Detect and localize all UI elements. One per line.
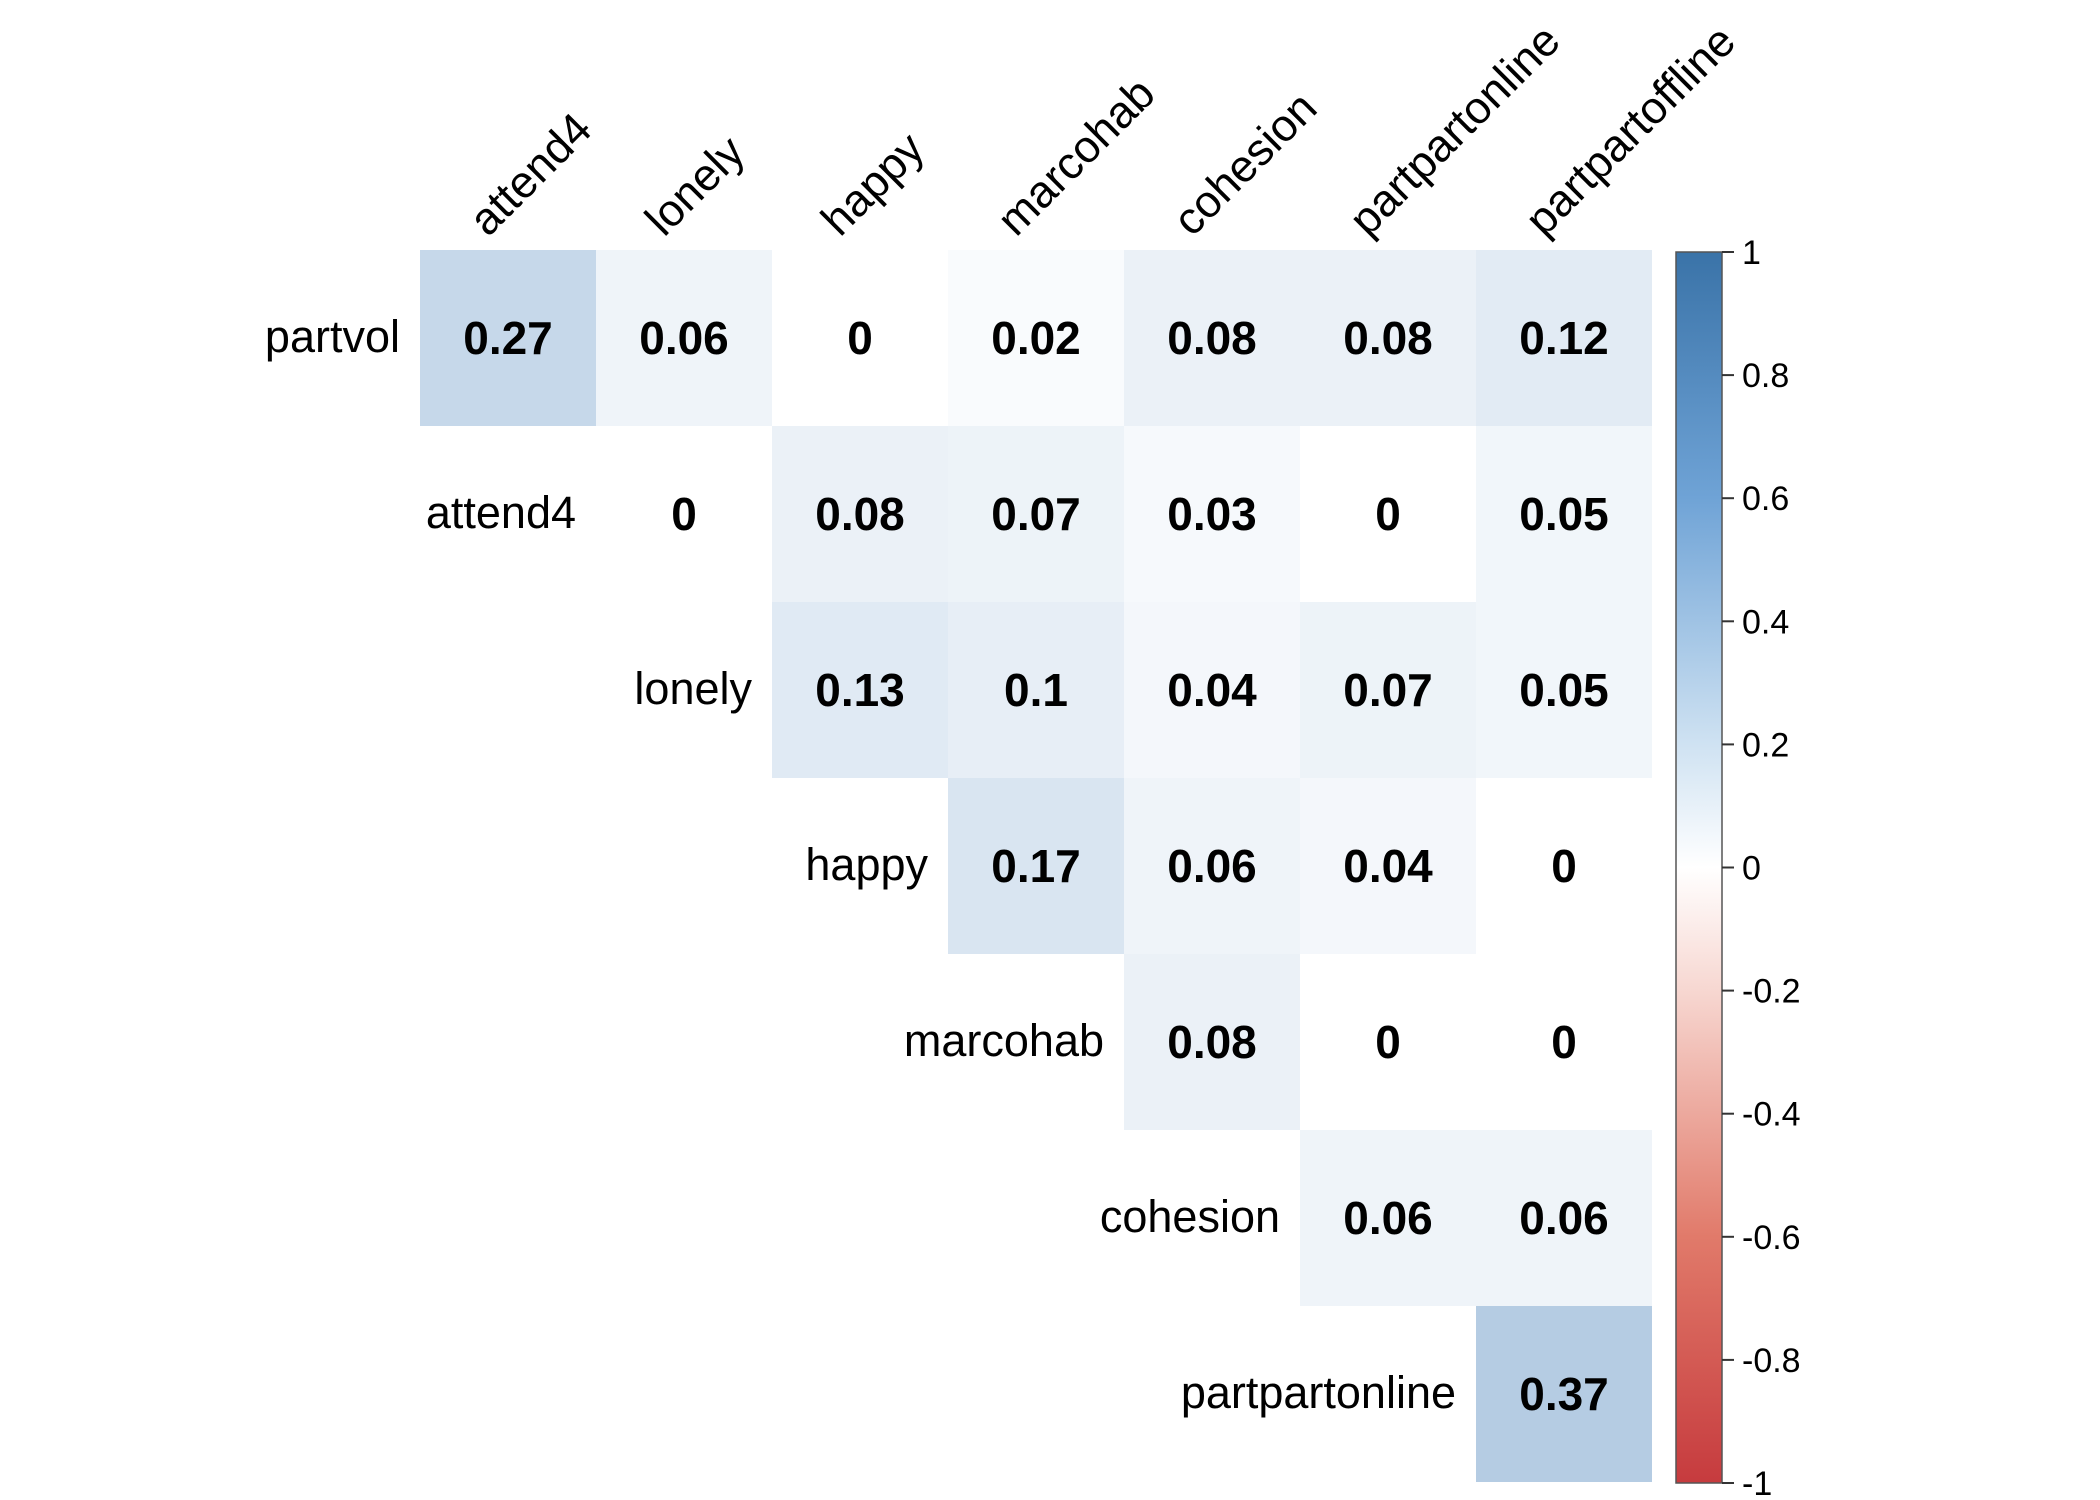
heatmap-cell-partvol-cohesion xyxy=(1124,250,1300,426)
column-label-lonely: lonely xyxy=(635,126,755,246)
cell-value-label: 0 xyxy=(1375,488,1401,540)
cell-value-label: 0.05 xyxy=(1519,664,1609,716)
cell-value-label: 0.04 xyxy=(1167,664,1257,716)
colorbar-gradient xyxy=(1675,251,1723,1484)
colorbar-tick-label: 0.8 xyxy=(1742,357,1789,395)
colorbar-tick-label: 0.2 xyxy=(1742,726,1789,764)
row-label-cohesion: cohesion xyxy=(1100,1191,1280,1242)
heatmap-cell-attend4-happy xyxy=(772,426,948,602)
row-label-lonely: lonely xyxy=(634,663,752,714)
heatmap-cell-lonely-marcohab xyxy=(948,602,1124,778)
heatmap-cell-lonely-partpartoffline xyxy=(1476,602,1652,778)
heatmap-cell-partvol-lonely xyxy=(596,250,772,426)
row-label-partvol: partvol xyxy=(265,311,400,362)
heatmap-cell-attend4-marcohab xyxy=(948,426,1124,602)
cell-value-label: 0.06 xyxy=(639,312,729,364)
colorbar-tick-label: -0.6 xyxy=(1742,1219,1801,1257)
cell-value-label: 0.03 xyxy=(1167,488,1257,540)
cell-value-label: 0 xyxy=(1551,840,1577,892)
column-label-marcohab: marcohab xyxy=(987,68,1165,246)
column-label-attend4: attend4 xyxy=(459,103,601,245)
heatmap-cells xyxy=(420,250,1652,1482)
heatmap-cell-happy-partpartoffline xyxy=(1476,778,1652,954)
cell-value-label: 0.06 xyxy=(1343,1192,1433,1244)
cell-value-label: 0.08 xyxy=(1167,1016,1257,1068)
column-label-cohesion: cohesion xyxy=(1163,82,1326,245)
cell-value-label: 0.07 xyxy=(991,488,1081,540)
cell-value-label: 0.17 xyxy=(991,840,1081,892)
heatmap-cell-marcohab-partpartonline xyxy=(1300,954,1476,1130)
heatmap-cell-attend4-partpartoffline xyxy=(1476,426,1652,602)
cell-value-label: 0.37 xyxy=(1519,1368,1609,1420)
cell-value-label: 0 xyxy=(1375,1016,1401,1068)
cell-value-label: 0.08 xyxy=(815,488,905,540)
cell-value-label: 0.1 xyxy=(1004,664,1068,716)
heatmap-cell-lonely-cohesion xyxy=(1124,602,1300,778)
colorbar-tick-label: 1 xyxy=(1742,234,1761,272)
heatmap-cell-partvol-happy xyxy=(772,250,948,426)
cell-value-label: 0.06 xyxy=(1519,1192,1609,1244)
row-label-attend4: attend4 xyxy=(426,487,576,538)
cell-value-label: 0 xyxy=(847,312,873,364)
heatmap-cell-cohesion-partpartonline xyxy=(1300,1130,1476,1306)
colorbar-tick-label: -0.4 xyxy=(1742,1096,1801,1134)
cell-value-label: 0.08 xyxy=(1167,312,1257,364)
heatmap-cell-happy-partpartonline xyxy=(1300,778,1476,954)
colorbar-tick-label: -1 xyxy=(1742,1465,1772,1500)
heatmap-cell-partpartonline-partpartoffline xyxy=(1476,1306,1652,1482)
cell-value-label: 0 xyxy=(1551,1016,1577,1068)
colorbar-tick-label: 0.6 xyxy=(1742,480,1789,518)
heatmap-cell-marcohab-partpartoffline xyxy=(1476,954,1652,1130)
heatmap-cell-partvol-attend4 xyxy=(420,250,596,426)
heatmap-cell-happy-cohesion xyxy=(1124,778,1300,954)
color-legend: 1 0.8 0.6 0.4 0.2 0 -0.2 -0.4 -0.6 -0.8 -1 xyxy=(1675,234,1801,1500)
row-label-marcohab: marcohab xyxy=(904,1015,1104,1066)
cell-value-label: 0.04 xyxy=(1343,840,1433,892)
heatmap-cell-marcohab-cohesion xyxy=(1124,954,1300,1130)
cell-value-label: 0.12 xyxy=(1519,312,1609,364)
heatmap-cell-lonely-partpartonline xyxy=(1300,602,1476,778)
row-labels: partvol attend4 lonely happy marcohab cohesio… xyxy=(265,311,1456,1418)
heatmap-cell-lonely-happy xyxy=(772,602,948,778)
colorbar-ticks: 1 0.8 0.6 0.4 0.2 0 -0.2 -0.4 -0.6 -0.8 -1 xyxy=(1722,234,1801,1500)
cell-value-label: 0.06 xyxy=(1167,840,1257,892)
cell-value-label: 0.08 xyxy=(1343,312,1433,364)
row-label-partpartonline: partpartonline xyxy=(1181,1367,1456,1418)
row-label-happy: happy xyxy=(805,839,928,890)
heatmap-cell-cohesion-partpartoffline xyxy=(1476,1130,1652,1306)
heatmap-cell-attend4-partpartonline xyxy=(1300,426,1476,602)
cell-value-label: 0.05 xyxy=(1519,488,1609,540)
cell-value-label: 0.27 xyxy=(463,312,553,364)
colorbar-tick-label: -0.2 xyxy=(1742,973,1801,1011)
column-label-happy: happy xyxy=(811,122,934,245)
heatmap-cell-partvol-partpartoffline xyxy=(1476,250,1652,426)
cell-value-label: 0.02 xyxy=(991,312,1081,364)
cell-value-label: 0.07 xyxy=(1343,664,1433,716)
heatmap-cell-happy-marcohab xyxy=(948,778,1124,954)
colorbar-tick-label: 0 xyxy=(1742,850,1761,888)
heatmap-cell-partvol-marcohab xyxy=(948,250,1124,426)
cell-value-label: 0 xyxy=(671,488,697,540)
cell-value-label: 0.13 xyxy=(815,664,905,716)
colorbar-tick-label: -0.8 xyxy=(1742,1342,1801,1380)
heatmap-cell-attend4-lonely xyxy=(596,426,772,602)
heatmap-cell-attend4-cohesion xyxy=(1124,426,1300,602)
heatmap-value-labels: 0.27 0.06 0 0.02 0.08 0.08 0.12 0 0.08 0.07 0.03 0 0… xyxy=(463,312,1609,1420)
colorbar-tick-label: 0.4 xyxy=(1742,603,1789,641)
heatmap-cell-partvol-partpartonline xyxy=(1300,250,1476,426)
